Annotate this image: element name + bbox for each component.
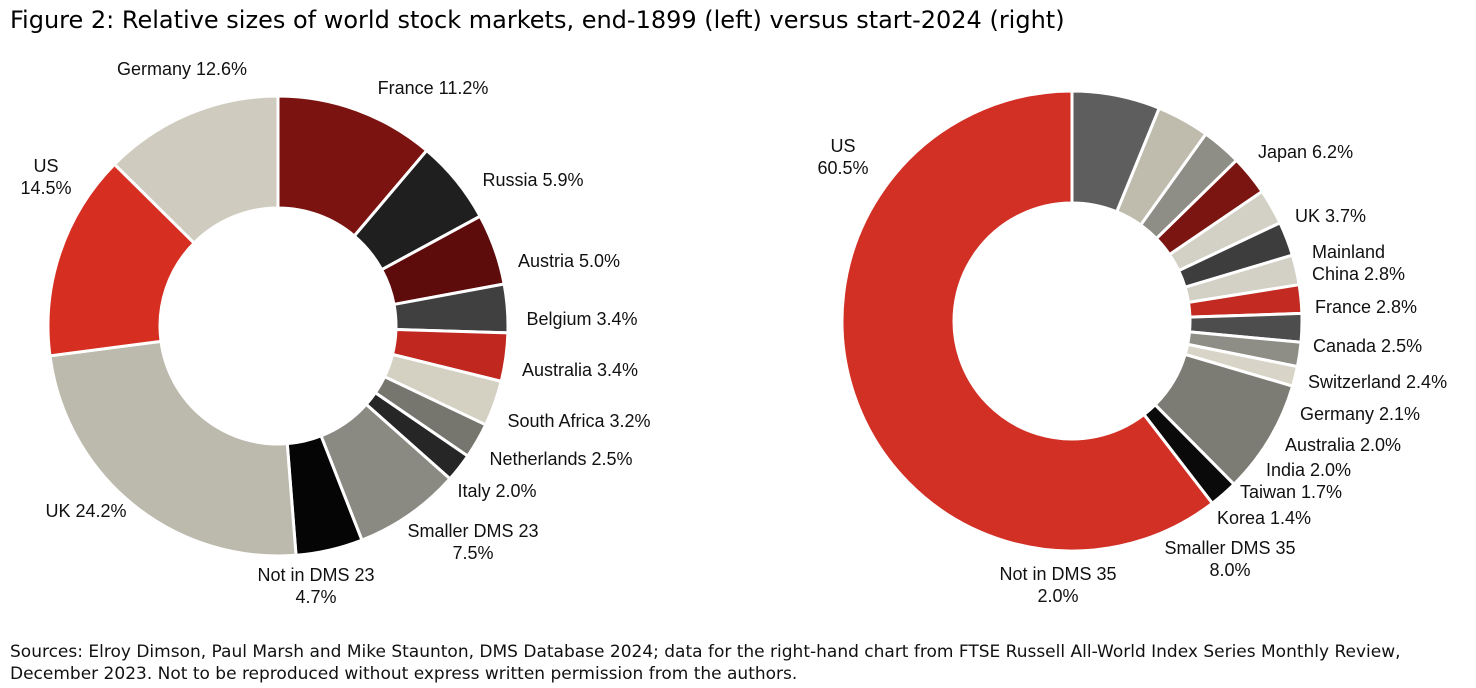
source-note: Sources: Elroy Dimson, Paul Marsh and Mi… [10,642,1401,684]
slice-label-line: US [33,156,58,176]
slice-label-russia: Russia 5.9% [482,170,583,190]
slice-label-uk: UK 3.7% [1295,206,1366,226]
slice-label-belgium: Belgium 3.4% [526,309,637,329]
slice-label-smaller-dms-35: Smaller DMS 35 8.0% [1164,538,1295,580]
slice-label-line: UK 24.2% [45,501,126,521]
slice-label-line: South Africa 3.2% [507,411,650,431]
slice-label-korea: Korea 1.4% [1217,508,1311,528]
slice-label-australia: Australia 2.0% [1285,435,1401,455]
slice-label-france: France 11.2% [378,78,489,98]
slice-label-us: US 60.5% [817,136,868,178]
slice-label-not-in-dms-23: Not in DMS 23 4.7% [257,565,374,607]
slice-label-canada: Canada 2.5% [1313,336,1422,356]
slice-label-austria: Austria 5.0% [518,251,620,271]
donut-charts: France 11.2% Russia 5.9% Austria 5.0% Belgi… [20,59,1447,607]
slice-label-uk: UK 24.2% [45,501,126,521]
slice-label-line: Not in DMS 35 [999,564,1116,584]
slice-label-japan: Japan 6.2% [1258,142,1353,162]
slice-label-line: Russia 5.9% [482,170,583,190]
slice-label-line: France 2.8% [1315,297,1417,317]
slice-uk [48,339,298,558]
slice-label-line: Germany 12.6% [117,59,247,79]
slice-label-line: 4.7% [295,587,336,607]
slice-label-line: Taiwan 1.7% [1240,482,1342,502]
slice-label-switzerland: Switzerland 2.4% [1308,372,1447,392]
slice-label-line: Japan 6.2% [1258,142,1353,162]
slice-label-line: Smaller DMS 23 [407,521,538,541]
donut-chart-1899: France 11.2% Russia 5.9% Austria 5.0% Belgi… [20,59,650,607]
slice-label-line: Smaller DMS 35 [1164,538,1295,558]
slice-us [46,162,197,358]
slice-label-line: 2.0% [1037,586,1078,606]
slice-label-line: Not in DMS 23 [257,565,374,585]
slice-label-us: US 14.5% [20,156,71,198]
slice-label-line: China 2.8% [1312,264,1405,284]
slice-germany [112,94,280,246]
slice-label-line: UK 3.7% [1295,206,1366,226]
slice-label-france: France 2.8% [1315,297,1417,317]
slice-label-not-in-dms-35: Not in DMS 35 2.0% [999,564,1116,606]
slice-label-line: Belgium 3.4% [526,309,637,329]
slice-label-line: 7.5% [452,543,493,563]
slice-label-italy: Italy 2.0% [457,481,536,501]
slice-label-south-africa: South Africa 3.2% [507,411,650,431]
slice-label-line: 8.0% [1209,560,1250,580]
slice-label-line: Australia 2.0% [1285,435,1401,455]
slice-label-line: Germany 2.1% [1300,404,1420,424]
slice-label-netherlands: Netherlands 2.5% [489,449,632,469]
slice-label-line: Austria 5.0% [518,251,620,271]
slice-label-smaller-dms-23: Smaller DMS 23 7.5% [407,521,538,563]
slice-label-line: India 2.0% [1266,460,1351,480]
slice-label-germany: Germany 2.1% [1300,404,1420,424]
slice-label-line: France 11.2% [378,78,489,98]
slice-us [840,89,1215,553]
slice-label-line: Netherlands 2.5% [489,449,632,469]
slice-label-line: US [830,136,855,156]
slice-label-australia: Australia 3.4% [522,360,638,380]
slice-label-taiwan: Taiwan 1.7% [1240,482,1342,502]
figure-title: Figure 2: Relative sizes of world stock … [10,6,1065,34]
slice-label-line: Mainland [1312,242,1385,262]
slice-label-line: Australia 3.4% [522,360,638,380]
slice-label-line: 14.5% [20,178,71,198]
slice-label-line: Switzerland 2.4% [1308,372,1447,392]
donut-chart-2024: Japan 6.2% UK 3.7% Mainland China 2.8% Franc… [817,89,1447,606]
slice-label-germany: Germany 12.6% [117,59,247,79]
slice-label-line: Canada 2.5% [1313,336,1422,356]
slice-label-line: Korea 1.4% [1217,508,1311,528]
slice-label-line: Italy 2.0% [457,481,536,501]
slice-label-mainland-china: Mainland China 2.8% [1312,242,1405,284]
slice-label-india: India 2.0% [1266,460,1351,480]
slice-label-line: 60.5% [817,158,868,178]
